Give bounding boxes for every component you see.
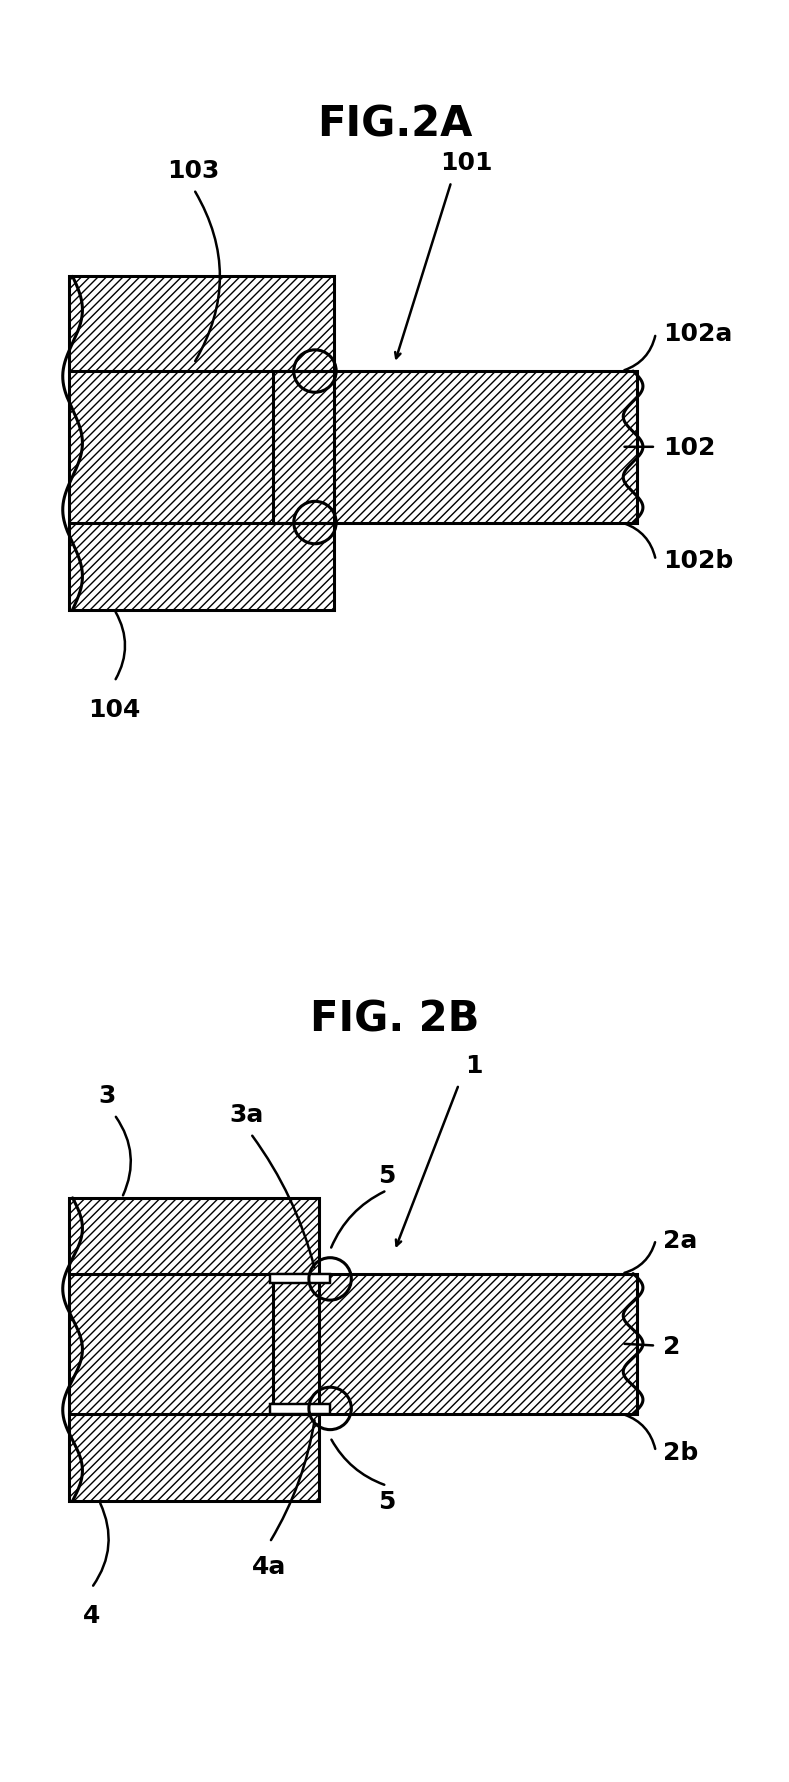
Bar <box>273 372 334 524</box>
Bar <box>270 1404 330 1413</box>
Bar <box>273 1274 637 1413</box>
Text: 101: 101 <box>440 151 492 175</box>
Text: FIG.2A: FIG.2A <box>317 103 472 144</box>
Text: 104: 104 <box>88 697 140 722</box>
Bar <box>273 372 334 524</box>
Bar <box>69 1198 319 1500</box>
Text: 5: 5 <box>378 1490 395 1513</box>
Bar <box>273 1274 319 1413</box>
Text: 4a: 4a <box>252 1554 286 1579</box>
Text: 102a: 102a <box>664 323 733 346</box>
Text: 1: 1 <box>466 1053 483 1076</box>
Text: 3a: 3a <box>230 1103 264 1126</box>
Bar <box>273 1274 319 1413</box>
Text: 2a: 2a <box>664 1228 697 1251</box>
Text: 102b: 102b <box>664 549 734 574</box>
Bar <box>273 372 637 524</box>
Bar <box>273 1274 637 1413</box>
Text: 2: 2 <box>664 1333 681 1358</box>
Text: 3: 3 <box>98 1083 115 1107</box>
Text: 2b: 2b <box>664 1440 698 1463</box>
Text: 103: 103 <box>167 159 220 182</box>
Text: FIG. 2B: FIG. 2B <box>310 998 479 1039</box>
Bar <box>69 278 334 609</box>
Text: 102: 102 <box>664 435 716 460</box>
Bar <box>270 1274 330 1283</box>
Bar <box>69 278 334 609</box>
Bar <box>273 372 637 524</box>
Text: 5: 5 <box>378 1164 395 1187</box>
Text: 4: 4 <box>83 1604 100 1627</box>
Bar <box>69 1198 319 1500</box>
